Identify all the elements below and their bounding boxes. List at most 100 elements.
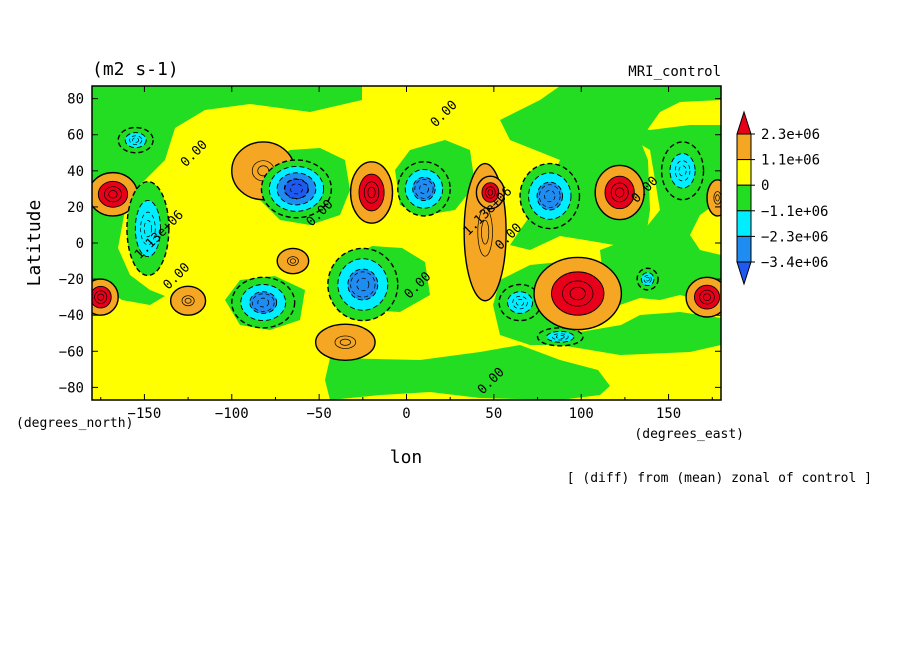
- feature-15-ring-2: [544, 190, 556, 203]
- feature-21-ring-2: [678, 165, 687, 177]
- anomaly-features: [92, 126, 721, 361]
- feature-14-ring-1: [485, 186, 496, 199]
- feature-18-band-1: [551, 271, 605, 316]
- feature-17-ring-2: [555, 334, 565, 339]
- y-tick-label-2: 40: [67, 164, 84, 180]
- colorbar-box-3: [736, 210, 752, 237]
- x-tick-label-2: −50: [306, 406, 331, 422]
- feature-16-ring-2: [516, 299, 525, 307]
- feature-17: [536, 327, 584, 347]
- feature-20-ring-1: [643, 274, 652, 284]
- y-tick-label-4: 0: [76, 236, 84, 252]
- feature-9-ring-2: [367, 186, 376, 199]
- footnote: [ (diff) from (mean) zonal of control ]: [567, 471, 872, 486]
- y-tick-label-8: −80: [59, 380, 84, 396]
- feature-12-band-0: [314, 323, 376, 361]
- x-tick-label-1: −100: [215, 406, 249, 422]
- feature-10-ring-1: [414, 179, 434, 199]
- feature-3-ring-2: [132, 137, 140, 143]
- colorbar-label-0: 2.3e+06: [761, 127, 820, 143]
- x-axis-label: lon: [390, 447, 423, 468]
- feature-6-ring-2: [289, 183, 303, 195]
- feature-17-band-1: [546, 330, 575, 343]
- y-tick-label-6: −40: [59, 308, 84, 324]
- feature-20-band-1: [640, 272, 655, 287]
- feature-23: [706, 179, 721, 217]
- colorbar-box-4: [736, 235, 752, 263]
- feature-16-ring-1: [512, 295, 528, 310]
- x-tick-label-3: 0: [402, 406, 410, 422]
- feature-1: [92, 278, 119, 316]
- feature-3-ring-1: [129, 135, 143, 145]
- x-tick-label-5: 100: [569, 406, 594, 422]
- feature-12-ring-1: [334, 335, 357, 349]
- feature-11-ring-2: [356, 277, 370, 292]
- colorbar-bottom-triangle: [736, 261, 752, 286]
- colorbar-label-2: 0: [761, 178, 769, 194]
- feature-11-ring-1: [350, 271, 376, 298]
- colorbar-label-5: −3.4e+06: [761, 255, 828, 271]
- feature-12-ring-2: [339, 338, 351, 346]
- feature-17-ring-1: [551, 333, 569, 341]
- y-axis: 80 60 40 20 0 −20 −40 −60 −80: [59, 92, 721, 396]
- colorbar-label-4: −2.3e+06: [761, 229, 828, 245]
- feature-21: [660, 141, 705, 201]
- feature-4: [169, 285, 207, 316]
- feature-20: [636, 267, 659, 291]
- y-units-label: (degrees_north): [16, 416, 133, 431]
- feature-4-band-0: [169, 285, 207, 316]
- feature-23-ring-2: [715, 194, 720, 202]
- feature-22-band-1: [693, 284, 721, 310]
- colorbar-box-2: [736, 184, 752, 212]
- colorbar-box-0: [736, 133, 752, 161]
- y-tick-label-7: −60: [59, 344, 84, 360]
- feature-21-ring-1: [674, 160, 691, 182]
- feature-14: [475, 175, 506, 210]
- feature-9-band-1: [358, 173, 385, 212]
- chart-subtitle: MRI_control: [628, 64, 721, 80]
- feature-19-ring-2: [615, 187, 625, 198]
- feature-3: [117, 126, 154, 154]
- feature-15: [519, 162, 581, 230]
- feature-2-ring-2: [143, 220, 152, 238]
- colorbar-label-3: −1.1e+06: [761, 204, 828, 220]
- feature-2: [126, 180, 170, 277]
- feature-18: [533, 256, 623, 331]
- feature-13-ring-2: [481, 219, 490, 245]
- feature-7: [231, 276, 296, 329]
- feature-0-ring-1: [104, 186, 122, 203]
- feature-10-ring-2: [419, 183, 429, 194]
- feature-7-band-2: [249, 291, 278, 314]
- feature-18-ring-1: [562, 280, 594, 307]
- feature-2-band-1: [134, 199, 161, 258]
- feature-22-ring-1: [699, 289, 715, 305]
- feature-1-band-1: [92, 285, 112, 309]
- feature-21-band-1: [669, 153, 696, 189]
- feature-10: [397, 161, 451, 217]
- feature-2-ring-1: [140, 211, 156, 246]
- green-region-south: [325, 345, 610, 400]
- feature-15-band-2: [536, 181, 563, 211]
- feature-14-ring-2: [487, 189, 494, 196]
- feature-19-ring-1: [610, 182, 629, 203]
- feature-15-ring-1: [539, 184, 561, 208]
- feature-3-band-1: [124, 132, 147, 149]
- feature-9: [349, 161, 394, 224]
- y-tick-label-1: 60: [67, 128, 84, 144]
- feature-23-ring-1: [713, 191, 721, 205]
- feature-18-ring-2: [569, 286, 586, 301]
- feature-9-ring-1: [363, 181, 380, 204]
- feature-11-band-2: [347, 268, 379, 301]
- x-tick-label-6: 150: [656, 406, 681, 422]
- feature-12: [314, 323, 376, 361]
- feature-22: [685, 276, 721, 318]
- feature-6-band-3: [284, 178, 309, 199]
- colorbar-box-1: [736, 159, 752, 186]
- colorbar-label-1: 1.1e+06: [761, 153, 820, 169]
- feature-6-ring-1: [283, 178, 310, 200]
- feature-16-band-1: [507, 291, 534, 314]
- feature-0-band-1: [97, 180, 129, 208]
- feature-16: [498, 283, 542, 322]
- feature-6: [260, 159, 333, 219]
